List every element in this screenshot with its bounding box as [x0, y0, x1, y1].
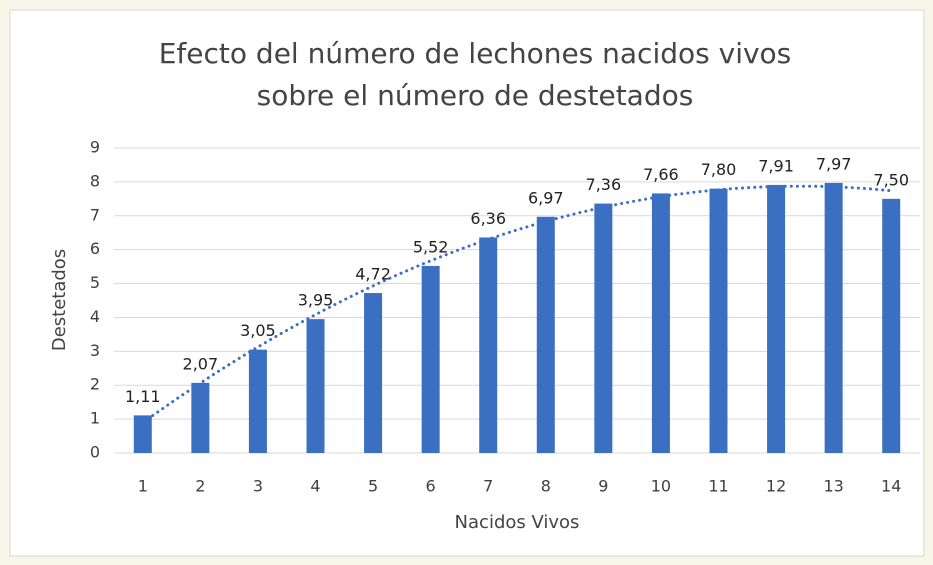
- x-tick-label: 12: [766, 477, 786, 496]
- bar: [191, 382, 210, 453]
- x-tick-label: 2: [195, 477, 205, 496]
- bar: [306, 319, 325, 453]
- x-tick-label: 9: [598, 477, 608, 496]
- x-tick-label: 10: [651, 477, 671, 496]
- y-tick-label: 6: [90, 239, 100, 258]
- y-tick-label: 9: [90, 138, 100, 157]
- bar: [709, 188, 728, 453]
- y-tick-label: 1: [90, 409, 100, 428]
- bar: [651, 193, 670, 453]
- value-label: 2,07: [183, 354, 219, 373]
- trendline: [141, 184, 893, 425]
- x-tick-label: 13: [823, 477, 843, 496]
- bar: [364, 293, 383, 453]
- value-label: 7,66: [643, 165, 679, 184]
- y-tick-label: 7: [90, 205, 100, 224]
- chart-title: sobre el número de destetados: [257, 79, 694, 112]
- value-label: 1,11: [125, 387, 161, 406]
- value-label: 7,50: [873, 170, 909, 189]
- y-tick-label: 2: [90, 375, 100, 394]
- value-label: 3,05: [240, 321, 276, 340]
- bar: [133, 415, 152, 453]
- y-tick-label: 4: [90, 307, 100, 326]
- y-axis-title: Destetados: [49, 249, 70, 351]
- x-tick-label: 11: [708, 477, 728, 496]
- x-tick-label: 7: [483, 477, 493, 496]
- value-label: 4,72: [355, 265, 391, 284]
- bar: [767, 184, 786, 453]
- chart-title: Efecto del número de lechones nacidos vi…: [159, 37, 792, 70]
- bar: [536, 216, 555, 453]
- bar: [421, 265, 440, 453]
- value-label: 7,91: [758, 156, 794, 175]
- value-label: 6,97: [528, 188, 564, 207]
- value-label: 7,80: [701, 160, 737, 179]
- y-tick-label: 0: [90, 443, 100, 462]
- value-label: 7,97: [816, 154, 852, 173]
- bar: [882, 198, 901, 453]
- bar: [824, 182, 843, 453]
- bar: [479, 237, 498, 453]
- value-label: 6,36: [470, 209, 506, 228]
- x-tick-label: 14: [881, 477, 901, 496]
- y-tick-label: 3: [90, 341, 100, 360]
- x-axis-title: Nacidos Vivos: [455, 512, 580, 533]
- x-tick-label: 5: [368, 477, 378, 496]
- x-tick-label: 3: [253, 477, 263, 496]
- x-tick-label: 6: [426, 477, 436, 496]
- value-label: 7,36: [586, 175, 622, 194]
- x-tick-label: 1: [138, 477, 148, 496]
- value-label: 5,52: [413, 237, 449, 256]
- bar: [248, 349, 267, 453]
- y-tick-label: 8: [90, 171, 100, 190]
- y-tick-label: 5: [90, 273, 100, 292]
- bar: [594, 203, 613, 453]
- x-tick-label: 8: [541, 477, 551, 496]
- x-tick-label: 4: [310, 477, 320, 496]
- value-label: 3,95: [298, 291, 334, 310]
